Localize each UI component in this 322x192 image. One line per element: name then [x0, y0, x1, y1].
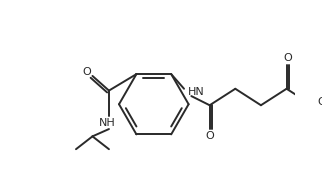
Text: NH: NH	[99, 118, 116, 128]
Text: O: O	[83, 67, 91, 77]
Text: HN: HN	[188, 87, 204, 97]
Text: O: O	[205, 131, 214, 141]
Text: O: O	[318, 97, 322, 107]
Text: O: O	[283, 53, 292, 63]
